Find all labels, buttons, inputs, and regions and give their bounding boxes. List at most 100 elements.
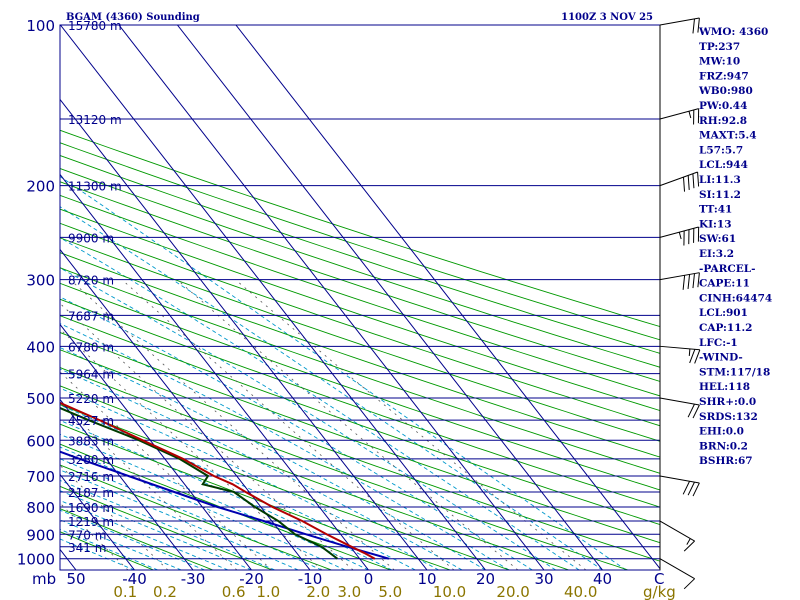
temp-tick-label: -40 bbox=[122, 570, 147, 588]
dry-adiabat-line bbox=[60, 154, 660, 354]
mixing-ratio-label: 5.0 bbox=[378, 583, 402, 600]
index-entry: -PARCEL- bbox=[699, 263, 755, 275]
isotherm-line bbox=[60, 323, 252, 570]
dry-adiabat-line bbox=[60, 222, 660, 427]
dry-adiabat-line bbox=[60, 485, 273, 570]
wind-barb bbox=[659, 171, 700, 192]
height-label: 3280 m bbox=[68, 453, 114, 467]
pressure-unit-label: mb bbox=[32, 570, 56, 588]
index-entry: WB0:980 bbox=[698, 85, 753, 97]
dry-adiabat-line bbox=[60, 298, 660, 508]
wind-barb bbox=[659, 397, 700, 419]
wind-barb bbox=[659, 475, 700, 497]
moist-adiabat-line bbox=[60, 323, 510, 570]
index-entry: CINH:64474 bbox=[699, 292, 772, 304]
temp-tick-label: 10 bbox=[417, 570, 436, 588]
index-entry: LI:11.3 bbox=[699, 174, 741, 186]
temp-tick-label: -20 bbox=[239, 570, 264, 588]
isotherm-line bbox=[60, 25, 486, 570]
moist-adiabat-line bbox=[60, 479, 276, 570]
temp-tick-label: 0 bbox=[364, 570, 374, 588]
height-label: 6780 m bbox=[68, 340, 114, 354]
mixing-ratio-label: 2.0 bbox=[306, 583, 330, 600]
isotherm-line bbox=[60, 98, 428, 570]
index-entry: LCL:944 bbox=[699, 159, 748, 171]
mixing-ratio-line bbox=[69, 279, 395, 570]
moist-adiabat-line bbox=[60, 237, 580, 570]
profile-layer bbox=[60, 401, 390, 560]
dewpoint-trace bbox=[60, 406, 339, 560]
wind-barb bbox=[659, 558, 695, 590]
index-entry: SW:61 bbox=[699, 233, 736, 245]
height-label: 7687 m bbox=[68, 309, 114, 323]
dry-adiabat-line bbox=[60, 315, 660, 526]
grid-layer bbox=[0, 25, 660, 570]
isotherm-line bbox=[0, 25, 18, 570]
index-entry: SI:11.2 bbox=[699, 189, 741, 201]
height-label: 8720 m bbox=[68, 274, 114, 288]
index-entry: MAXT:5.4 bbox=[699, 130, 757, 142]
moist-adiabat-line bbox=[60, 347, 486, 570]
index-entry: TP:237 bbox=[699, 41, 740, 53]
pressure-tick-label: 300 bbox=[26, 272, 55, 290]
temp-axis-end-label: C bbox=[654, 570, 664, 588]
moist-adiabat-line bbox=[60, 387, 439, 570]
wind-barb bbox=[659, 520, 695, 552]
isotherm-line bbox=[60, 173, 369, 570]
wind-barb-column bbox=[659, 17, 701, 590]
isotherm-line bbox=[60, 473, 135, 570]
height-label: 2716 m bbox=[68, 470, 114, 484]
mixing-ratio-line bbox=[235, 279, 587, 570]
dry-adiabat-line bbox=[60, 194, 660, 397]
dry-adiabat-line bbox=[60, 464, 332, 570]
dry-adiabat-line bbox=[60, 142, 660, 341]
index-entry: BRN:0.2 bbox=[699, 440, 748, 452]
mixing-ratio-label: 0.2 bbox=[153, 583, 177, 600]
index-entry: -WIND- bbox=[699, 352, 743, 364]
mixing-ratio-line bbox=[60, 464, 169, 570]
wind-barb bbox=[659, 108, 700, 125]
index-entry: FRZ:947 bbox=[699, 70, 749, 82]
wind-barb bbox=[659, 226, 700, 246]
isotherm-line bbox=[177, 25, 603, 570]
moist-adiabat-line bbox=[60, 404, 416, 570]
temp-tick-label: 30 bbox=[534, 570, 553, 588]
mixing-ratio-label: 0.6 bbox=[222, 583, 246, 600]
moist-adiabat-line bbox=[60, 519, 182, 570]
dry-adiabat-line bbox=[60, 252, 660, 458]
pressure-tick-label: 100 bbox=[26, 17, 55, 35]
temp-tick-label: -30 bbox=[181, 570, 206, 588]
dry-adiabat-line bbox=[60, 404, 510, 570]
height-label: 341 m bbox=[68, 541, 106, 555]
dry-adiabat-line bbox=[60, 167, 660, 368]
mixing-ratio-label: 3.0 bbox=[337, 583, 361, 600]
chart-title: BGAM (4360) Sounding bbox=[66, 12, 200, 23]
height-label: 2187 m bbox=[68, 486, 114, 500]
mixing-ratio-label: 1.0 bbox=[256, 583, 280, 600]
isotherm-line bbox=[235, 25, 660, 570]
index-entry: SRDS:132 bbox=[699, 411, 758, 423]
index-entry: EHI:0.0 bbox=[699, 426, 744, 438]
height-label: 1219 m bbox=[68, 515, 114, 529]
height-label: 770 m bbox=[68, 528, 106, 542]
mixing-ratio-line bbox=[60, 328, 323, 570]
index-entry: RH:92.8 bbox=[699, 115, 747, 127]
mixing-ratio-label: 0.1 bbox=[113, 583, 137, 600]
pressure-tick-label: 1000 bbox=[17, 551, 55, 569]
height-label: 11300 m bbox=[68, 180, 122, 194]
moist-adiabat-line bbox=[60, 499, 229, 570]
index-entry: PW:0.44 bbox=[699, 100, 747, 112]
height-label: 5220 m bbox=[68, 392, 114, 406]
dry-adiabat-line bbox=[60, 443, 392, 570]
wind-barb bbox=[659, 17, 700, 34]
index-entry: LFC:-1 bbox=[699, 337, 738, 349]
index-entry: MW:10 bbox=[699, 56, 740, 68]
wind-barb bbox=[659, 272, 700, 290]
dry-adiabat-line bbox=[60, 237, 660, 442]
mixing-ratio-label: 20.0 bbox=[496, 583, 529, 600]
mixing-ratio-line bbox=[60, 401, 238, 570]
mixing-ratio-label: 40.0 bbox=[564, 583, 597, 600]
mixing-ratio-unit-label: g/kg bbox=[643, 583, 676, 600]
moist-adiabat-line bbox=[60, 446, 346, 570]
